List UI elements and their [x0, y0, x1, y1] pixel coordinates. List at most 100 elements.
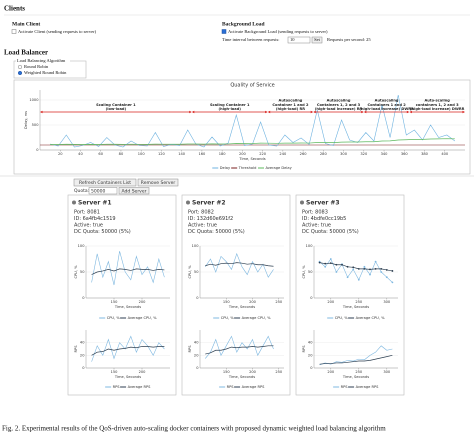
annotation-text: (high-load) — [219, 107, 242, 111]
server-info: ID: 4bdfe0cc19b5 — [302, 216, 346, 222]
interval-input[interactable] — [287, 36, 311, 44]
set-button[interactable] — [311, 36, 323, 44]
y-axis-title: RPS — [302, 345, 306, 353]
legend-bg — [16, 58, 70, 64]
annotation-text: Container 1 and 2 — [272, 103, 309, 107]
x-tick-label: 150 — [111, 300, 119, 304]
series-line — [91, 268, 165, 275]
point — [346, 265, 349, 268]
point — [357, 267, 360, 270]
legend-label: CPU, % — [221, 316, 235, 320]
x-tick-label: 200 — [249, 370, 257, 374]
series-line — [205, 345, 274, 355]
radio[interactable] — [17, 70, 23, 76]
annotation-text: Autoscaling — [327, 99, 351, 103]
annotation-text: (high-load increase) DWRR — [359, 107, 414, 111]
server-panel — [67, 194, 177, 396]
checkbox[interactable] — [221, 29, 227, 34]
checkbox-label: Activate Background Load (sending reques… — [228, 29, 328, 34]
fieldset-legend: Load Balancing Algorithm — [17, 58, 66, 63]
series-line — [91, 335, 165, 362]
annotation-text: (high-load) RR — [276, 107, 305, 111]
panel-title: Background Load — [222, 21, 265, 27]
x-tick-label: 250 — [275, 300, 283, 304]
server-title: Server #3 — [306, 200, 340, 207]
y-axis-title: RPS — [74, 345, 78, 353]
radio[interactable] — [17, 64, 23, 70]
point — [385, 269, 388, 271]
server-info: Active: true — [188, 223, 217, 229]
x-tick-label: 200 — [249, 300, 257, 304]
annotation-text: (high-load increase) DWRR — [410, 107, 465, 111]
x-axis-title: Time, Seconds — [342, 305, 369, 309]
series-line — [319, 354, 393, 365]
annotation-text: (low-load) — [106, 107, 127, 111]
x-tick-label: 20 — [58, 152, 63, 156]
series-line — [205, 252, 274, 278]
server-info: DC Quota: 50000 (5%) — [302, 229, 359, 235]
x-axis-title: Time, Seconds — [228, 305, 255, 309]
point — [374, 260, 377, 263]
x-tick-label: 280 — [320, 152, 328, 156]
interval-label: Time interval between requests: — [222, 37, 279, 42]
y-tick-label: 20 — [194, 353, 199, 357]
y-tick-label: 40 — [194, 341, 199, 345]
legend-label: RPS — [227, 385, 235, 389]
y-tick-label: 50 — [80, 270, 85, 274]
x-tick-label: 250 — [355, 370, 363, 374]
server-icon — [186, 200, 190, 205]
add-button[interactable] — [118, 187, 150, 195]
x-tick-label: 250 — [275, 370, 283, 374]
y-axis-title: CPU, % — [188, 265, 192, 279]
rps-label: Requests per second: 25 — [327, 37, 371, 42]
series-line — [319, 262, 393, 272]
x-tick-label: 400 — [441, 152, 449, 156]
server-icon — [300, 200, 304, 205]
point — [324, 265, 327, 268]
server-info: Port: 8081 — [74, 210, 100, 216]
server-panel — [295, 194, 405, 396]
x-tick-label: 100 — [138, 152, 146, 156]
series-line — [91, 346, 165, 356]
server-info: Port: 8083 — [302, 210, 328, 216]
point — [363, 265, 366, 268]
radio-label: Weighted Round Robin — [24, 70, 67, 75]
section-title: Clients — [4, 5, 25, 13]
x-tick-label: 120 — [158, 152, 166, 156]
legend-label: CPU, % — [107, 316, 121, 320]
point — [363, 267, 366, 270]
x-tick-label: 360 — [401, 152, 409, 156]
x-axis-title: Time, Seconds — [114, 305, 141, 309]
refresh-button[interactable] — [73, 178, 137, 187]
x-tick-label: 220 — [259, 152, 267, 156]
x-tick-label: 380 — [421, 152, 429, 156]
x-tick-label: 320 — [360, 152, 368, 156]
checkbox[interactable] — [11, 29, 17, 34]
radio-label: Round Robin — [24, 64, 49, 69]
point — [335, 271, 338, 273]
x-tick-label: 300 — [340, 152, 348, 156]
legend-label: Threshold — [238, 166, 257, 170]
remove-button[interactable] — [137, 178, 179, 187]
x-tick-label: 200 — [139, 300, 147, 304]
quota-input[interactable] — [88, 187, 118, 195]
x-tick-label: 260 — [300, 152, 308, 156]
legend-label: Average Delay — [265, 166, 292, 170]
y-tick-label: 0 — [310, 366, 313, 370]
x-tick-label: 140 — [178, 152, 186, 156]
server-panel — [181, 194, 291, 396]
annotation-text: Scaling Container 1 — [96, 103, 136, 107]
point — [341, 263, 343, 266]
panel-title: Main Client — [12, 21, 40, 27]
button-label: Remove Server — [141, 180, 176, 186]
point — [374, 267, 377, 270]
y-tick-label: 0 — [36, 148, 39, 152]
checkbox-label: Activate Client (sending requests to ser… — [18, 29, 97, 34]
y-axis-title: CPU, % — [74, 265, 78, 279]
server-info: DC Quota: 50000 (5%) — [74, 229, 131, 235]
annotation-text: containers 1, 2 and 3 — [416, 103, 459, 107]
x-axis-title: Time, Seconds — [114, 375, 141, 379]
legend-label: Average RPS — [242, 385, 266, 389]
server-info: ID: 132d60e691f2 — [188, 216, 233, 222]
y-tick-label: 100 — [78, 244, 86, 248]
